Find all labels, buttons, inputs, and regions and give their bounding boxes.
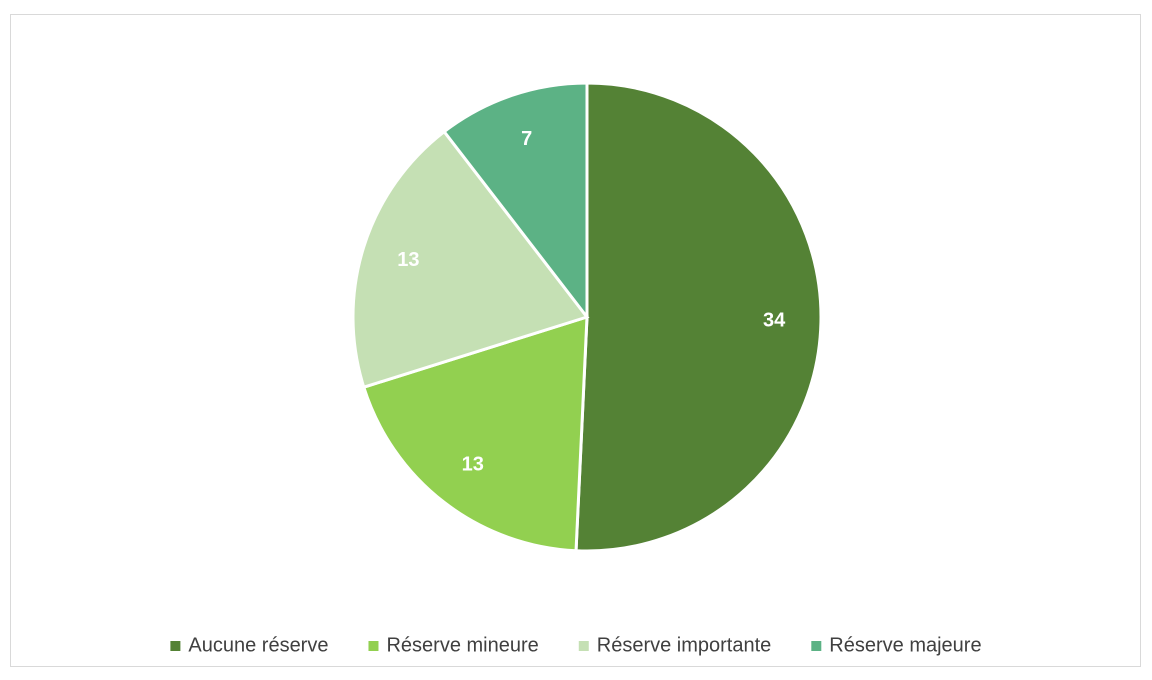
data-label: 34 [763,310,786,332]
legend-marker [170,641,181,651]
pie-slice [351,129,590,390]
legend-label: Aucune réserve [188,634,328,656]
legend-marker [368,641,379,651]
data-label: 13 [397,249,419,271]
legend-marker [578,641,589,651]
legend-label: Réserve importante [597,634,772,656]
data-label: 13 [462,454,484,476]
pie-slice [442,81,589,322]
legend-label: Réserve mineure [386,634,538,656]
legend-label: Réserve majeure [829,634,981,656]
pie-slice [361,314,589,553]
pie-slice [574,81,823,553]
legend-marker [811,641,822,651]
data-label: 7 [521,128,532,150]
